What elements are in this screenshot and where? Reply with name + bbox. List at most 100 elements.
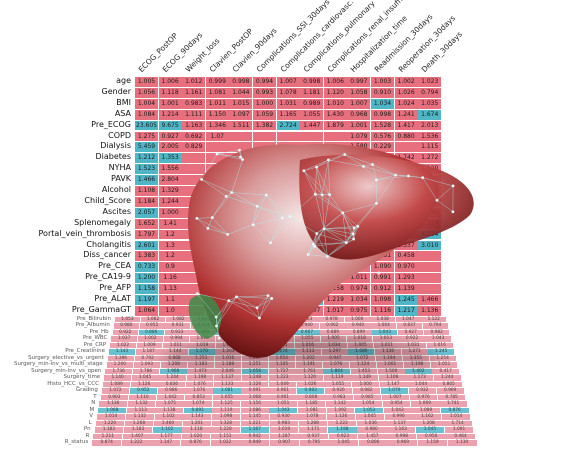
mesh-node [351,232,355,236]
odds-ratio-cell: 0.983 [182,98,206,109]
mesh-edge [323,212,343,229]
odds-ratio-cell: 1.200 [135,273,158,284]
odds-ratio-cell: 1.034 [347,295,371,305]
odds-ratio-cell: 1.221 [240,420,269,427]
odds-ratio-cell: 0.956 [416,433,446,440]
mesh-node [255,306,259,310]
odds-ratio-cell: 0.692 [182,131,206,142]
mesh-edge [236,295,269,298]
odds-ratio-cell: 1.2 [158,251,182,262]
odds-ratio-cell [182,153,206,164]
mesh-edge [256,307,260,319]
mesh-edge [196,217,213,219]
odds-ratio-cell: 1.007 [381,394,410,401]
odds-ratio-cell: 1.268 [124,420,154,427]
odds-ratio-cell: 0.464 [446,433,475,440]
row-label: M [89,406,95,413]
row-label: Pre_Creatinine [65,348,105,355]
odds-ratio-cell: 0.976 [409,394,438,401]
mesh-node [315,232,319,235]
odds-ratio-cell: 0.901 [269,394,297,401]
odds-ratio-cell: 0.907 [269,440,299,446]
mesh-node [258,316,261,320]
odds-ratio-cell: 0.998 [387,433,417,440]
odds-ratio-cell: 1.012 [182,77,206,87]
odds-ratio-cell: 1.786 [132,368,160,375]
odds-ratio-cell: 0.983 [297,388,325,394]
odds-ratio-cell: 1.523 [135,164,158,175]
odds-ratio-cell: 1.133 [213,381,241,388]
odds-ratio-cell: 1.018 [189,336,216,342]
odds-ratio-cell: 1.742 [394,153,418,164]
odds-ratio-cell: 1.1 [158,295,182,305]
odds-ratio-cell: 0.983 [325,394,353,401]
odds-ratio-cell [182,164,206,175]
odds-ratio-cell: 1.407 [122,433,152,440]
odds-ratio-cell: 0.991 [241,388,269,394]
odds-ratio-cell: 0.853 [184,394,213,401]
odds-ratio-cell: 1.102 [152,427,182,433]
odds-ratio-cell: 1.022 [210,440,240,446]
row-label: Pre_WBC [82,335,108,342]
mesh-edge [226,196,258,207]
odds-ratio-cell: 1.171 [298,427,328,433]
odds-ratio-cell: 1.13 [158,284,182,294]
odds-ratio-cell: 1.004 [135,98,158,109]
mesh-edge [316,154,345,168]
mesh-node [239,155,242,159]
odds-ratio-cell: 1.139 [394,284,418,294]
odds-ratio-cell [276,131,300,142]
odds-ratio-cell: 1.161 [182,87,206,98]
odds-ratio-cell: 1.147 [379,381,407,388]
odds-ratio-cell [205,142,229,153]
mesh-node [195,216,199,220]
mesh-node [407,174,410,178]
odds-ratio-cell: 1.158 [135,284,158,294]
row-label: Surgery_elective_vs_urgent [28,354,104,361]
odds-ratio-cell: 1.254 [429,355,456,362]
mesh-node [451,210,455,214]
odds-ratio-cell [182,262,206,273]
odds-ratio-cell: 1.106 [378,375,406,381]
odds-ratio-cell: 1.001 [158,98,182,109]
odds-ratio-cell: 1.000 [253,98,276,109]
odds-ratio-cell: 1.3 [158,240,182,251]
mesh-edge [346,227,355,243]
odds-ratio-cell: 1.275 [135,131,158,142]
odds-ratio-cell: 1.126 [241,381,269,388]
odds-ratio-cell: 1.184 [135,196,158,207]
odds-ratio-cell: 2.057 [135,207,158,218]
odds-ratio-cell: 0.998 [371,109,394,120]
mesh-edge [257,206,283,219]
odds-ratio-cell: 1.140 [104,375,132,381]
odds-ratio-cell: 1.115 [418,142,442,153]
odds-ratio-cell: 0.998 [229,77,253,87]
odds-ratio-cell [418,262,442,273]
odds-ratio-cell [182,284,206,294]
odds-ratio-cell: 1.714 [443,420,472,427]
row-label: Splenomegaly [74,217,131,227]
odds-ratio-cell: 0.907 [294,329,320,336]
odds-ratio-cell: 1.010 [323,98,347,109]
odds-ratio-cell: 1.163 [386,427,416,433]
odds-ratio-cell: 1.177 [152,433,181,440]
mesh-edge [328,159,364,167]
odds-ratio-cell: 1.2 [158,229,182,240]
odds-ratio-cell: 1.337 [394,240,418,251]
mesh-edge [321,159,329,195]
mesh-edge [236,296,260,319]
odds-ratio-cell: 1.053 [355,407,383,414]
mesh-edge [376,175,409,181]
odds-ratio-cell: 1.023 [418,77,442,87]
mesh-edge [313,233,317,245]
mesh-edge [212,196,227,218]
odds-ratio-cell: 1.084 [135,109,158,120]
mesh-node [311,242,315,246]
odds-ratio-cell: 0.837 [396,323,423,329]
odds-ratio-cell: 1.163 [182,120,206,131]
odds-ratio-cell: 0.954 [382,401,411,407]
odds-ratio-cell: 1.043 [269,407,298,414]
odds-ratio-cell: 1.079 [347,131,371,142]
mesh-node [306,253,310,256]
mesh-edge [363,166,396,176]
